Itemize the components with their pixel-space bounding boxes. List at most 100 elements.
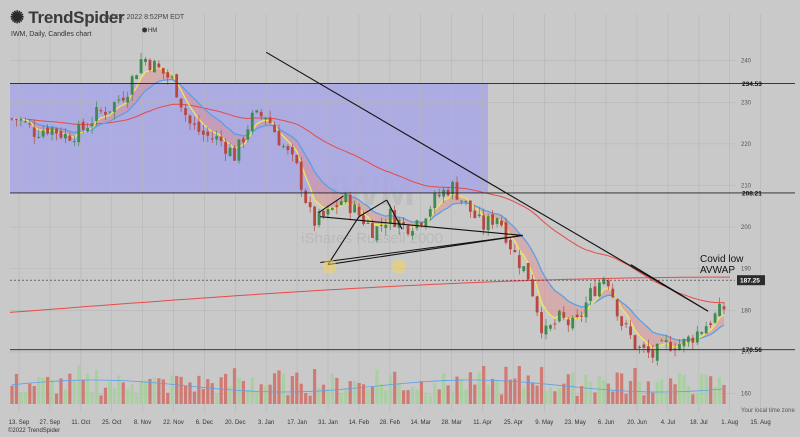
volume-bar	[259, 384, 263, 404]
volume-bar	[566, 374, 570, 404]
volume-bar	[103, 387, 108, 404]
candle-body	[322, 210, 325, 217]
volume-bar	[575, 395, 579, 404]
volume-bar	[143, 380, 148, 404]
x-tick-label: 18. Jul	[690, 420, 708, 426]
candle-body	[161, 67, 165, 74]
volume-bar	[308, 395, 312, 404]
y-tick-label: 230	[741, 100, 752, 106]
candle-body	[388, 208, 392, 224]
candle-body	[237, 139, 241, 161]
volume-bar	[402, 390, 406, 404]
volume-bar	[108, 382, 112, 404]
annotation-line-1: Covid low	[700, 254, 744, 265]
volume-bar	[713, 386, 717, 404]
volume-bar	[197, 375, 201, 404]
volume-bar	[281, 373, 286, 404]
candle-body	[522, 266, 526, 272]
volume-bar	[562, 383, 566, 404]
volume-bar	[46, 376, 50, 404]
candle-body	[55, 128, 58, 134]
volume-bar	[94, 369, 99, 404]
volume-bar	[206, 379, 210, 404]
watermark-name: iShares Russell 2000	[301, 230, 443, 247]
candle-body	[606, 280, 610, 287]
timestamp: Jul 29, 2022 8:52PM EDT	[104, 14, 185, 21]
volume-bar	[442, 372, 446, 404]
candle-body	[557, 310, 561, 322]
candle-body	[331, 207, 334, 210]
volume-bar	[611, 391, 615, 404]
y-tick-label: 220	[741, 142, 752, 148]
candle-body	[379, 224, 383, 226]
volume-bar	[473, 384, 477, 404]
x-tick-label: 4. Jul	[661, 420, 675, 426]
candle-body	[451, 181, 454, 194]
x-tick-label: 8. Nov	[134, 420, 151, 426]
hm-marker-label: HM	[148, 28, 157, 34]
volume-bar	[535, 385, 539, 404]
candle-body	[108, 111, 112, 113]
candle-body	[526, 263, 530, 280]
ma-fast-line	[11, 66, 725, 350]
x-tick-label: 27. Sep	[40, 420, 61, 426]
candle-body	[99, 110, 103, 112]
candle-body	[357, 206, 361, 216]
x-tick-label: 20. Jun	[627, 420, 647, 426]
volume-bar	[201, 388, 205, 404]
candle-body	[117, 99, 121, 101]
volume-bar	[366, 389, 370, 404]
candle-body	[651, 350, 655, 358]
candle-body	[669, 341, 672, 351]
x-tick-label: 1. Aug	[721, 420, 738, 426]
volume-bar	[157, 378, 161, 404]
volume-bar	[446, 385, 450, 404]
volume-bar	[148, 378, 152, 404]
volume-bar	[370, 386, 375, 404]
candle-body	[540, 312, 543, 334]
volume-bar	[228, 386, 232, 404]
volume-bar	[126, 388, 130, 404]
candle-body	[437, 194, 441, 197]
candle-body	[566, 319, 570, 326]
candle-body	[224, 141, 227, 154]
level-label: 170.56	[742, 347, 762, 354]
trendline	[630, 264, 709, 312]
volume-bar	[268, 384, 272, 404]
candle-body	[509, 239, 512, 250]
x-tick-label: 28. Mar	[441, 420, 461, 426]
volume-bar	[139, 380, 143, 404]
x-tick-label: 6. Dec	[196, 420, 213, 426]
trendline	[265, 51, 709, 312]
volume-bar	[468, 372, 472, 404]
candle-body	[664, 340, 668, 342]
candle-body	[455, 182, 459, 200]
volume-bar	[704, 375, 708, 404]
volume-bar	[112, 387, 116, 404]
candle-body	[215, 136, 219, 140]
candle-body	[486, 216, 490, 231]
volume-bar	[620, 373, 624, 404]
timezone-label: Your local time zone	[741, 408, 795, 414]
volume-bar	[544, 390, 548, 404]
candle-body	[344, 193, 348, 203]
volume-bar	[588, 382, 593, 404]
volume-bar	[695, 393, 699, 404]
x-tick-label: 25. Oct	[102, 420, 122, 426]
volume-bar	[183, 385, 188, 404]
candle-body	[700, 332, 704, 334]
candle-body	[464, 200, 468, 202]
volume-bar	[86, 373, 90, 404]
candle-body	[402, 222, 405, 225]
volume-bar	[548, 387, 553, 404]
candle-body	[584, 302, 588, 318]
volume-bar	[517, 366, 521, 404]
candle-body	[424, 218, 428, 227]
volume-bar	[246, 389, 250, 404]
volume-bar	[682, 374, 686, 404]
volume-bar	[504, 366, 508, 404]
candle-body	[535, 296, 539, 313]
volume-bar	[686, 385, 690, 404]
volume-bar	[393, 371, 397, 404]
level-label: 208.21	[742, 190, 762, 197]
